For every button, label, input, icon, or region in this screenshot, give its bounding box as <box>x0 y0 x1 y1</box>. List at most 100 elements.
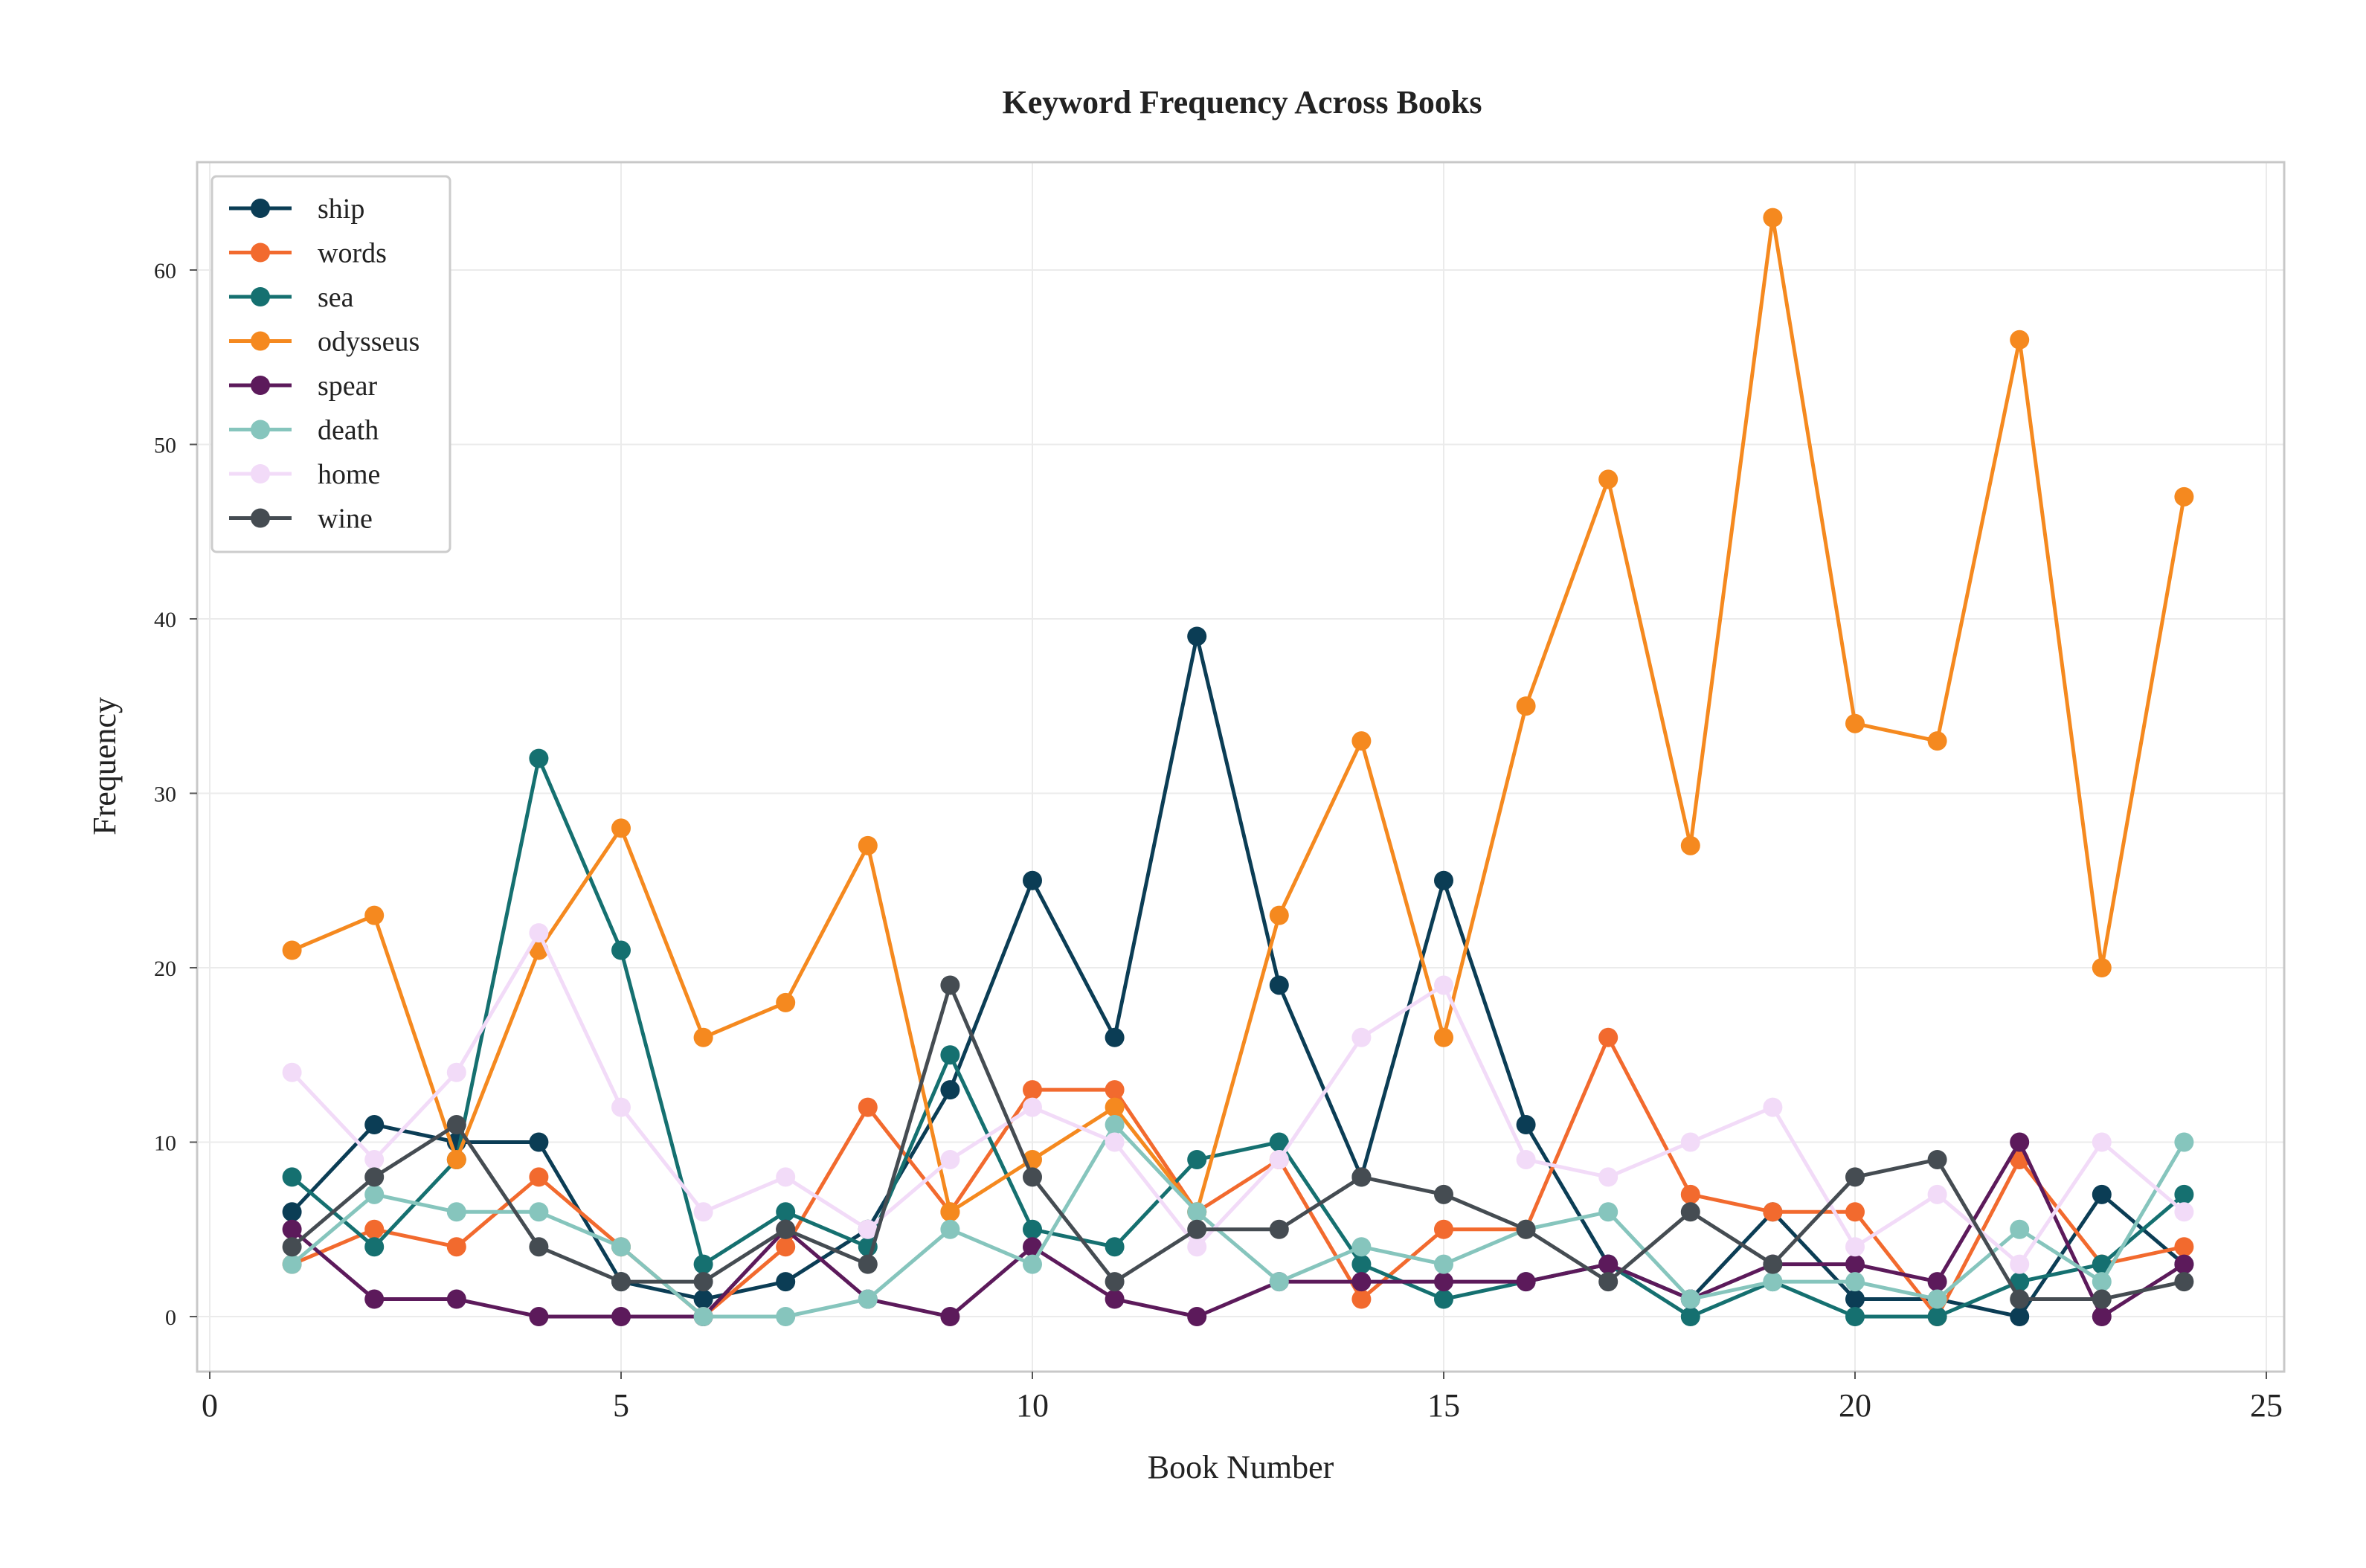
data-point-spear <box>940 1307 960 1326</box>
data-point-home <box>1434 975 1453 995</box>
y-tick-label: 20 <box>154 957 176 981</box>
data-point-wine <box>282 1237 302 1257</box>
data-point-death <box>1187 1202 1207 1222</box>
data-point-wine <box>364 1167 385 1187</box>
data-point-death <box>2174 1132 2194 1152</box>
data-point-home <box>2174 1202 2194 1222</box>
data-point-wine <box>2174 1272 2194 1292</box>
legend-marker-death <box>251 420 270 440</box>
axis-ticks: 0 5 10 15 20 25 0 10 20 30 40 50 60 <box>154 259 2283 1424</box>
series-line-ship <box>290 634 2186 1319</box>
legend-label-spear: spear <box>318 370 378 402</box>
legend-item-ship: ship <box>229 193 364 225</box>
grid <box>197 162 2284 1372</box>
data-point-home <box>2092 1132 2112 1152</box>
data-point-home <box>1023 1097 1042 1117</box>
data-point-words <box>1434 1219 1453 1239</box>
data-point-ship <box>282 1202 302 1222</box>
data-point-ship <box>1269 975 1289 995</box>
data-point-sea <box>529 748 549 768</box>
data-point-spear <box>2010 1132 2030 1152</box>
legend-marker-sea <box>251 287 270 306</box>
data-point-words <box>1763 1202 1783 1222</box>
data-point-wine <box>529 1237 549 1257</box>
data-point-sea <box>282 1167 302 1187</box>
series-line-spear <box>290 1140 2185 1319</box>
y-tick-label: 50 <box>154 434 176 458</box>
series-line-sea <box>290 756 2186 1319</box>
data-point-spear <box>1105 1289 1125 1309</box>
data-point-sea <box>1269 1132 1289 1152</box>
legend-label-words: words <box>318 238 387 269</box>
data-point-words <box>1023 1080 1042 1100</box>
data-point-spear <box>446 1289 466 1309</box>
data-point-spear <box>1598 1254 1618 1274</box>
data-point-home <box>1269 1149 1289 1169</box>
data-point-sea <box>2174 1184 2194 1204</box>
y-tick-label: 60 <box>154 259 176 283</box>
data-point-odysseus <box>1763 208 1783 228</box>
data-point-home <box>282 1062 302 1082</box>
legend: ship words sea odysseus spear death home wine <box>210 175 451 553</box>
data-point-odysseus <box>1269 905 1289 925</box>
y-tick-label: 0 <box>165 1305 176 1330</box>
legend-item-wine: wine <box>229 504 373 535</box>
data-point-odysseus <box>1105 1097 1125 1117</box>
data-point-death <box>1680 1289 1700 1309</box>
data-point-ship <box>1105 1027 1125 1047</box>
series-home <box>282 923 2194 1274</box>
data-point-home <box>940 1149 960 1169</box>
legend-label-death: death <box>318 415 379 446</box>
data-point-odysseus <box>2092 958 2112 977</box>
data-point-wine <box>2010 1289 2030 1309</box>
data-point-spear <box>1845 1254 1865 1274</box>
data-point-sea <box>1187 1149 1207 1169</box>
data-point-death <box>1434 1254 1453 1274</box>
series-line-words <box>291 1035 2185 1319</box>
data-point-spear <box>611 1307 631 1326</box>
y-tick-label: 40 <box>154 608 176 632</box>
x-tick-label: 0 <box>202 1387 218 1424</box>
series-line-home <box>290 931 2186 1267</box>
data-point-spear <box>1434 1272 1453 1292</box>
data-point-odysseus <box>282 940 302 960</box>
data-point-home <box>1845 1237 1865 1257</box>
data-point-odysseus <box>1516 696 1536 716</box>
data-point-ship <box>364 1115 385 1135</box>
data-point-spear <box>1351 1272 1372 1292</box>
data-point-death <box>611 1237 631 1257</box>
y-tick-label: 30 <box>154 783 176 807</box>
data-point-ship <box>1845 1289 1865 1309</box>
data-point-words <box>1598 1027 1618 1047</box>
data-point-wine <box>1187 1219 1207 1239</box>
series-words <box>282 1027 2194 1326</box>
data-point-sea <box>1434 1289 1453 1309</box>
legend-label-odysseus: odysseus <box>318 327 419 358</box>
data-point-home <box>1598 1167 1618 1187</box>
legend-box <box>210 175 451 553</box>
data-point-home <box>529 923 549 943</box>
series-line-odysseus <box>291 216 2186 1214</box>
data-point-words <box>1351 1289 1372 1309</box>
data-point-spear <box>1927 1272 1947 1292</box>
data-point-death <box>1845 1272 1865 1292</box>
data-point-sea <box>776 1202 796 1222</box>
series-ship <box>282 626 2194 1326</box>
series-sea <box>282 748 2194 1326</box>
data-point-odysseus <box>1680 835 1700 855</box>
series-death <box>282 1115 2194 1326</box>
data-point-wine <box>776 1219 796 1239</box>
data-point-odysseus <box>2010 330 2030 350</box>
data-point-spear <box>2174 1254 2194 1274</box>
data-point-wine <box>1845 1167 1865 1187</box>
data-point-home <box>1516 1149 1536 1169</box>
data-point-wine <box>1105 1272 1125 1292</box>
x-tick-label: 5 <box>613 1387 629 1424</box>
data-point-words <box>858 1097 878 1117</box>
data-point-wine <box>611 1272 631 1292</box>
legend-label-ship: ship <box>318 193 364 225</box>
data-point-ship <box>693 1289 713 1309</box>
x-tick-label: 25 <box>2250 1387 2283 1424</box>
data-point-wine <box>1023 1167 1042 1187</box>
data-point-odysseus <box>364 905 385 925</box>
